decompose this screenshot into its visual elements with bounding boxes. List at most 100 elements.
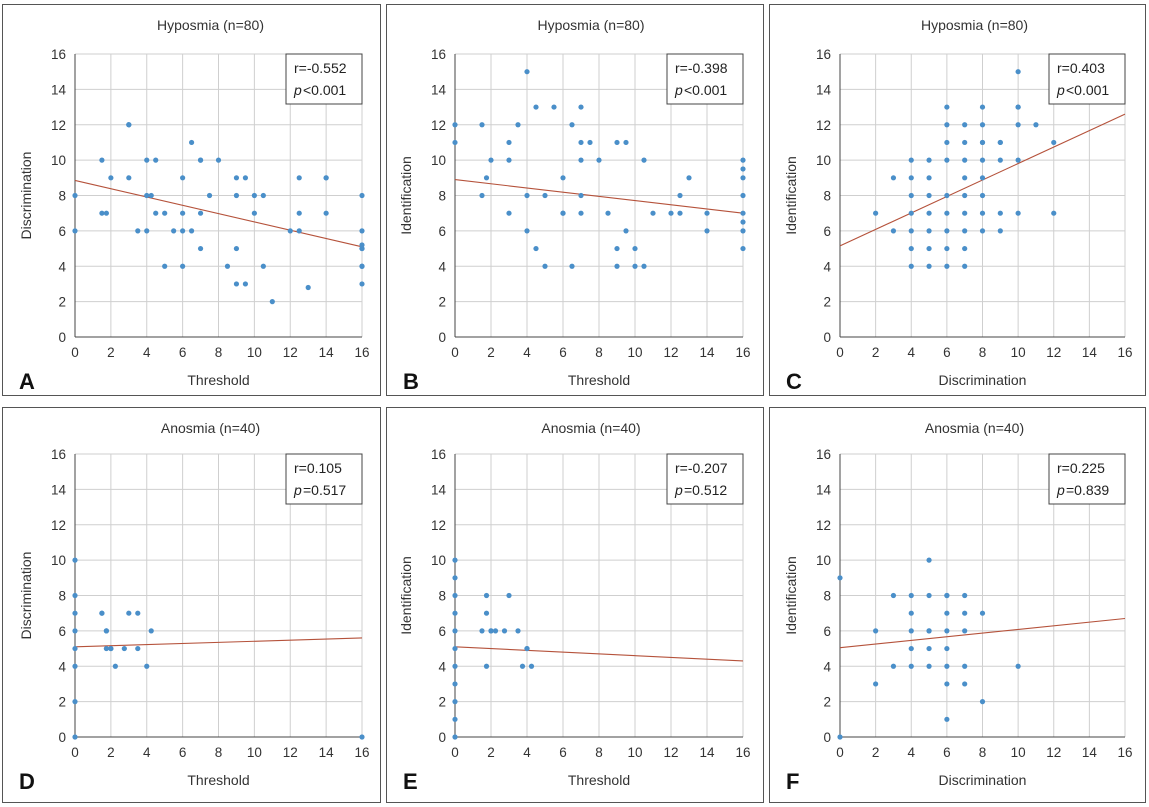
- chart-title: Anosmia (n=40): [925, 420, 1024, 436]
- x-tick-label: 0: [836, 345, 844, 360]
- data-point: [188, 139, 195, 146]
- x-tick-label: 4: [523, 745, 531, 760]
- data-point: [979, 210, 986, 216]
- regression-line: [74, 637, 363, 648]
- x-axis-label: Threshold: [568, 772, 630, 788]
- data-point: [890, 228, 897, 234]
- y-tick-label: 0: [58, 330, 66, 345]
- y-tick-label: 6: [58, 624, 66, 639]
- data-point: [979, 104, 986, 110]
- x-tick-label: 8: [595, 345, 603, 360]
- x-tick-label: 6: [559, 345, 567, 360]
- data-point: [1015, 104, 1021, 110]
- data-point: [962, 122, 968, 128]
- data-point: [632, 263, 638, 269]
- data-point: [873, 210, 879, 216]
- panel-letter: B: [403, 369, 419, 394]
- data-point: [121, 645, 127, 652]
- x-tick-label: 8: [215, 345, 223, 360]
- data-point: [452, 663, 458, 669]
- data-point: [979, 699, 986, 705]
- data-point: [908, 228, 914, 234]
- y-tick-label: 14: [431, 82, 447, 97]
- y-axis-label: Identification: [398, 156, 414, 235]
- data-point: [452, 122, 458, 128]
- data-point: [72, 628, 78, 634]
- scatter-panel-c: 0 2 4 6 8 10 12 14 16 0 2 4 6 8 10 12 14 16 Hyposmia (n=80…: [769, 4, 1146, 396]
- x-tick-label: 6: [943, 345, 951, 360]
- data-point: [740, 166, 746, 172]
- data-point: [524, 192, 530, 199]
- chart-c-svg: 0 2 4 6 8 10 12 14 16 0 2 4 6 8 10 12 14 16 Hyposmia (n=80…: [783, 17, 1133, 394]
- y-tick-label: 4: [823, 659, 831, 674]
- y-tick-label: 14: [816, 82, 832, 97]
- data-point: [686, 175, 692, 181]
- stats-p-letter: p: [674, 82, 683, 98]
- y-tick-label: 0: [823, 730, 831, 745]
- y-tick-label: 8: [438, 589, 446, 604]
- y-tick-label: 10: [431, 553, 446, 568]
- y-tick-label: 8: [438, 189, 446, 204]
- y-tick-label: 10: [816, 553, 831, 568]
- scatter-panel-a: 0 2 4 6 8 10 12 14 16 0 2 4 6 8 10 12 14 16 Hyposmia (n=80…: [2, 4, 381, 396]
- data-point: [242, 175, 249, 181]
- stats-p-letter: p: [293, 82, 302, 98]
- x-axis-label: Threshold: [187, 372, 249, 388]
- data-point: [632, 245, 638, 252]
- data-point: [677, 210, 683, 216]
- data-point: [323, 175, 329, 181]
- y-axis-label: Identification: [783, 556, 799, 635]
- x-tick-label: 6: [559, 745, 567, 760]
- stats-r-value: r=-0.398: [675, 60, 728, 76]
- x-tick-label: 12: [283, 745, 298, 760]
- data-point: [135, 610, 141, 616]
- x-tick-label: 8: [979, 345, 987, 360]
- y-tick-label: 12: [431, 118, 446, 133]
- data-point: [126, 610, 132, 616]
- y-tick-label: 14: [51, 82, 67, 97]
- data-point: [1051, 210, 1057, 216]
- data-point: [614, 263, 620, 269]
- data-point: [1015, 157, 1021, 163]
- data-point: [251, 192, 257, 199]
- data-point: [524, 228, 530, 234]
- data-point: [837, 575, 843, 581]
- x-tick-label: 16: [1117, 745, 1132, 760]
- x-tick-label: 4: [907, 345, 915, 360]
- y-tick-label: 8: [823, 589, 831, 604]
- scatter-panel-f: 0 2 4 6 8 10 12 14 16 0 2 4 6 8 10 12 14 16 Anosmia (n=40)…: [769, 407, 1146, 803]
- data-point: [233, 192, 240, 199]
- y-tick-label: 2: [438, 695, 446, 710]
- data-point: [72, 610, 78, 616]
- panel-letter: D: [19, 769, 35, 794]
- stats-p-value: =0.517: [303, 482, 346, 498]
- y-tick-label: 8: [58, 589, 66, 604]
- data-point: [260, 263, 266, 269]
- data-point: [112, 663, 118, 669]
- y-axis-label: Identification: [398, 556, 414, 635]
- chart-a-svg: 0 2 4 6 8 10 12 14 16 0 2 4 6 8 10 12 14 16 Hyposmia (n=80…: [18, 17, 370, 394]
- y-tick-label: 16: [431, 47, 446, 62]
- data-point: [569, 263, 575, 269]
- data-point: [233, 245, 240, 252]
- y-tick-label: 0: [438, 730, 446, 745]
- y-tick-label: 8: [58, 189, 66, 204]
- x-tick-label: 12: [1046, 345, 1061, 360]
- data-point: [1015, 663, 1021, 669]
- x-tick-label: 16: [735, 345, 750, 360]
- y-tick-label: 4: [58, 259, 66, 274]
- y-axis-label: Identification: [783, 156, 799, 235]
- data-point: [704, 210, 710, 216]
- data-point: [287, 228, 293, 234]
- scatter-panel-b: 0 2 4 6 8 10 12 14 16 0 2 4 6 8 10 12 14 16 Hyposmia (n=80…: [386, 4, 764, 396]
- chart-title: Hyposmia (n=80): [157, 17, 264, 33]
- y-tick-label: 10: [816, 153, 831, 168]
- data-point: [962, 139, 968, 146]
- data-point: [108, 645, 114, 652]
- y-tick-label: 2: [58, 295, 66, 310]
- x-tick-label: 2: [107, 745, 115, 760]
- data-point: [962, 663, 968, 669]
- stats-p-value: <0.001: [303, 82, 346, 98]
- data-point: [740, 175, 746, 181]
- data-point: [740, 192, 746, 199]
